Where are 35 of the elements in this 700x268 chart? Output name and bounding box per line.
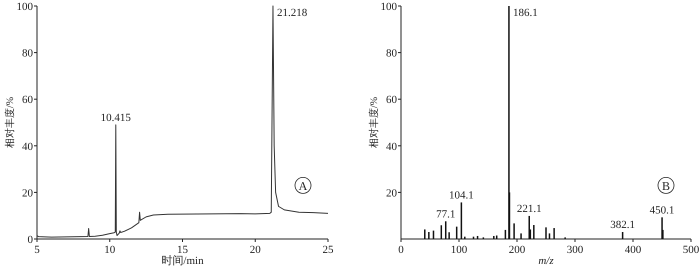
y-tick-label: 60 [22,94,34,106]
annotation: 186.1 [512,7,538,19]
annotation: 221.1 [516,202,542,215]
y-tick-label: 60 [386,94,398,106]
y-axis-title: 相对丰度/% [368,96,380,148]
y-tick-label: 100 [380,1,398,13]
x-tick-label: 400 [624,244,642,256]
annotation: 10.415 [100,112,132,124]
x-tick-label: 200 [508,244,526,256]
x-tick-label: 10 [104,244,116,256]
annotation: 21.218 [276,7,308,19]
x-tick-label: 5 [34,244,40,256]
y-tick-label: 100 [16,1,34,13]
x-tick-label: 15 [177,244,188,256]
x-axis-title: 时间/min [161,254,204,267]
x-tick-label: 100 [450,244,468,256]
y-tick-label: 40 [22,140,34,153]
annotation: A [298,178,308,193]
y-tick-label: 80 [386,48,398,60]
annotation: 104.1 [449,189,474,202]
y-tick-label: 80 [22,48,34,60]
annotation: 77.1 [436,208,456,220]
x-tick-label: 25 [322,244,334,256]
x-axis-title: m/z [538,255,554,267]
x-tick-label: 300 [566,244,584,256]
annotation: 450.1 [650,204,674,216]
y-tick-label: 0 [28,234,34,246]
annotation: 382.1 [610,219,635,232]
y-tick-label: 40 [386,140,398,153]
y-tick-label: 20 [386,187,398,200]
y-axis-title: 相对丰度/% [4,96,16,148]
y-tick-label: 20 [22,187,34,200]
annotation: B [662,178,670,193]
x-tick-label: 20 [250,244,262,256]
x-tick-label: 500 [682,244,700,256]
